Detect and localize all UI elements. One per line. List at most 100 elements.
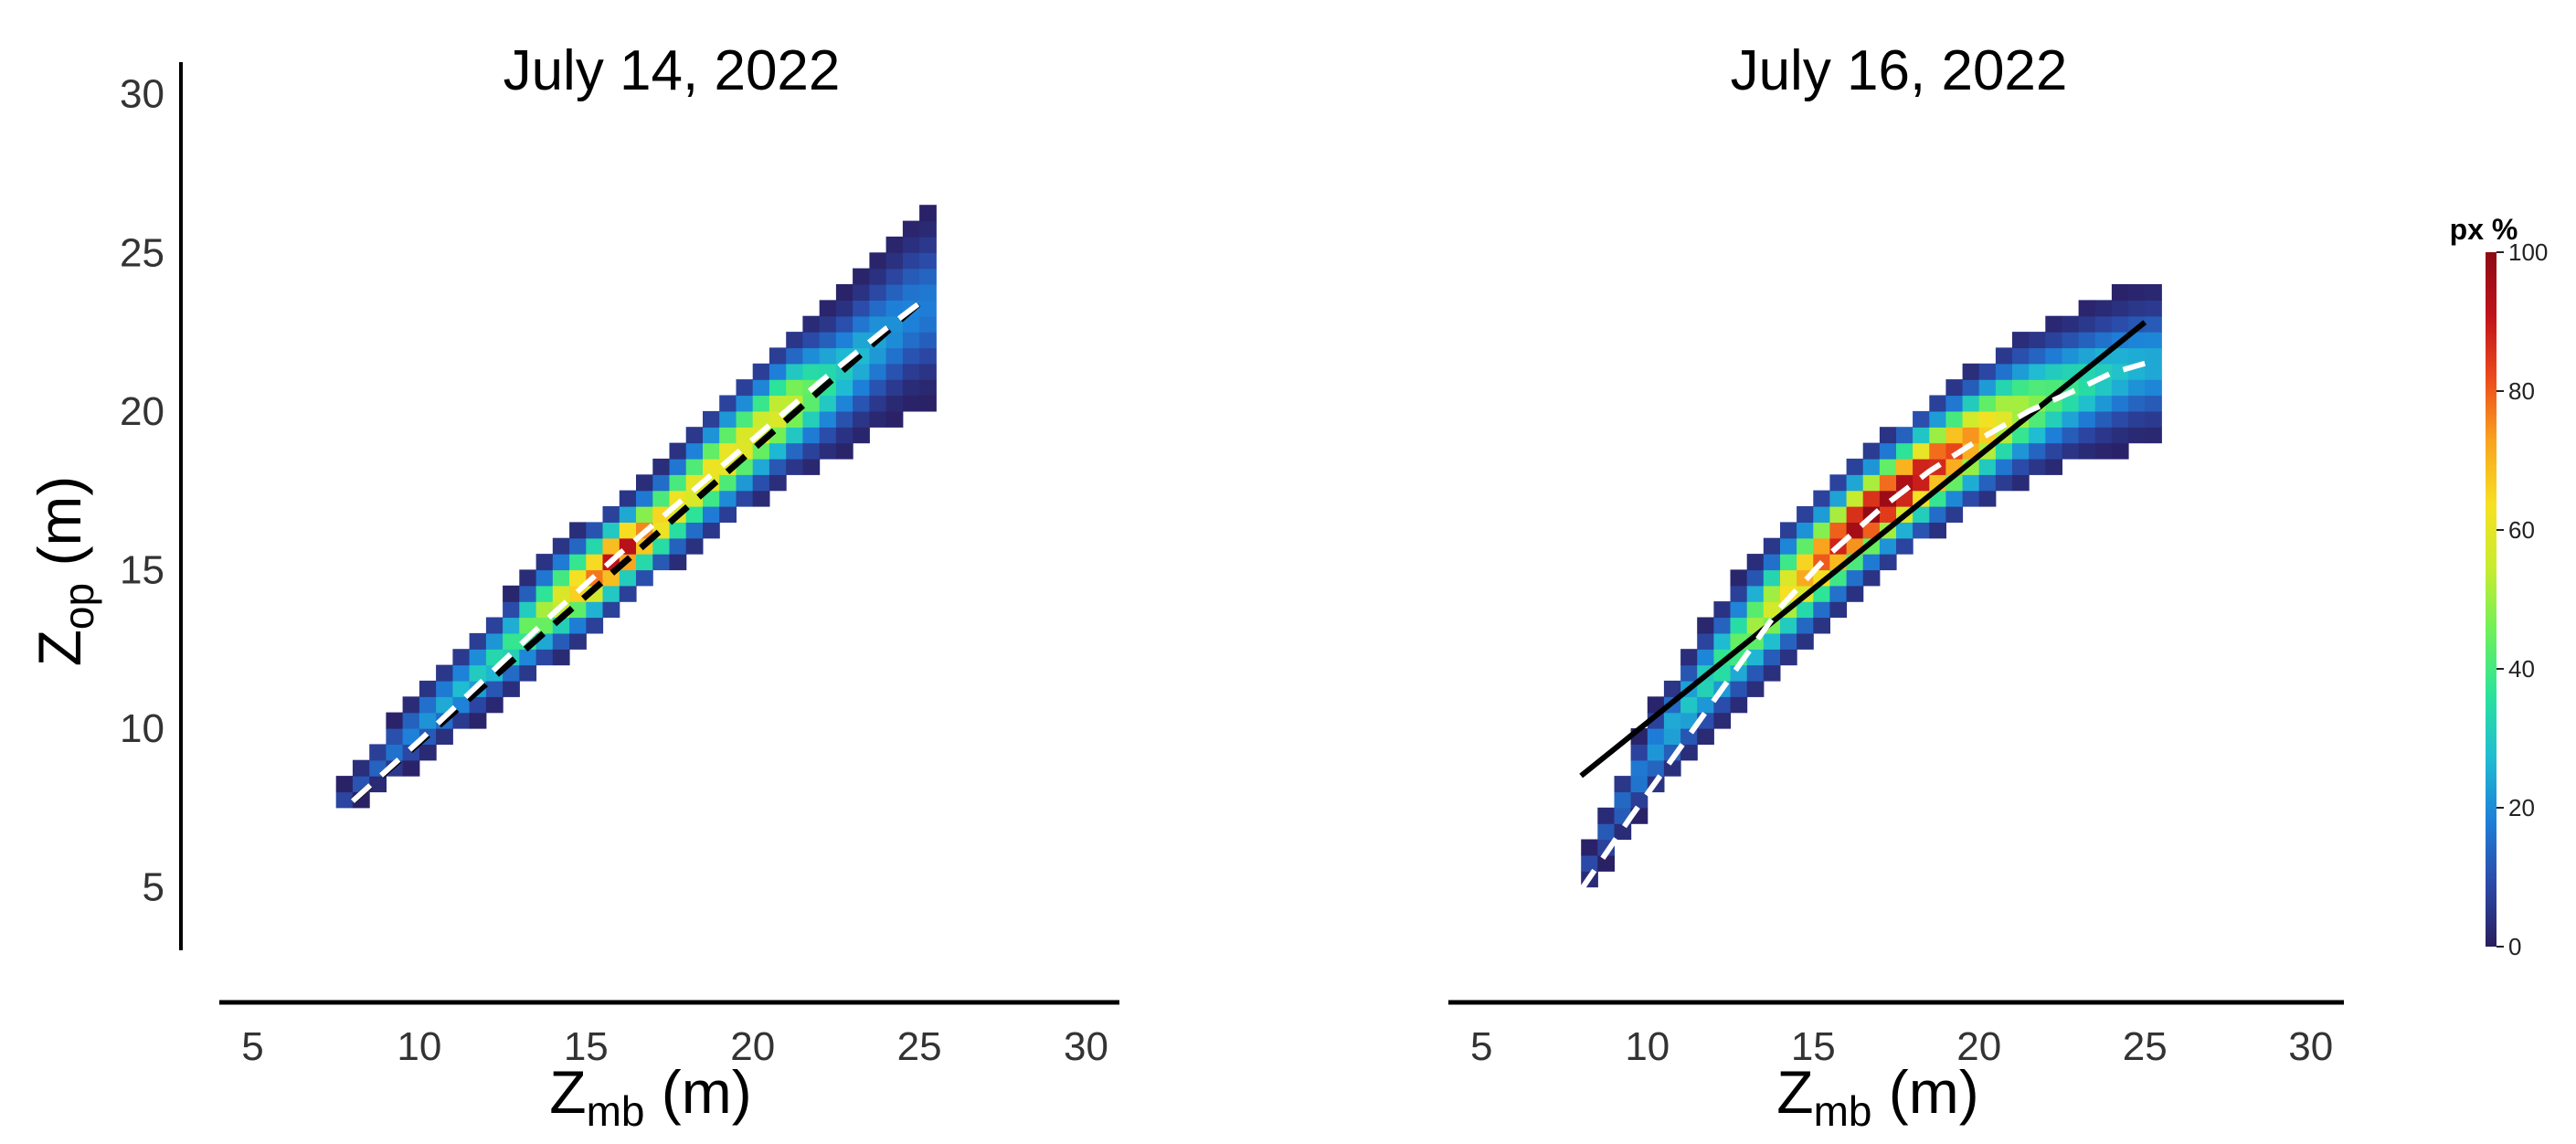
heatmap-cell (1713, 617, 1732, 634)
heatmap-cell (2078, 300, 2096, 317)
heatmap-cell (669, 537, 687, 555)
heatmap-cell (786, 379, 803, 397)
heatmap-cell (703, 522, 720, 539)
heatmap-cell (885, 236, 904, 253)
x-axis-label-main: Z (1776, 1058, 1813, 1126)
heatmap-cell (1614, 776, 1632, 793)
colorbar-tick-label: 80 (2508, 377, 2535, 405)
heatmap-cell (552, 537, 570, 555)
heatmap-cell (752, 490, 770, 507)
heatmap-cell (902, 284, 920, 301)
heatmap-cell (902, 347, 920, 365)
heatmap-cell (519, 601, 537, 619)
heatmap-cell (402, 728, 420, 745)
heatmap-cell (919, 268, 937, 285)
heatmap-cell (552, 632, 570, 650)
heatmap-cell (736, 410, 754, 428)
x-axis-label: Zmb (m) (1776, 1058, 1979, 1135)
x-tick-labels: 5 10 15 20 25 30 (241, 1024, 1108, 1069)
x-tick-label: 30 (1064, 1024, 1108, 1069)
heatmap-cell (1879, 458, 1897, 475)
heatmap-cell (469, 712, 487, 729)
heatmap-cell (503, 617, 520, 634)
heatmap-cell (1697, 680, 1714, 697)
heatmap-cell (1780, 617, 1797, 634)
heatmap-cell (2128, 395, 2146, 412)
heatmap-cell (1813, 490, 1830, 507)
heatmap-cell (869, 379, 887, 397)
heatmap-cell (1730, 585, 1748, 602)
heatmap-cell (1797, 522, 1814, 539)
heatmap-cell (1614, 791, 1632, 809)
heatmap-cell (1730, 680, 1748, 697)
heatmap-cell (1697, 632, 1714, 650)
heatmap-cell (1780, 649, 1797, 666)
heatmap-cell (1680, 664, 1698, 682)
loess-line (1578, 360, 2147, 892)
heatmap-cell (736, 427, 754, 444)
x-tick-label: 10 (397, 1024, 441, 1069)
x-tick-label: 25 (897, 1024, 942, 1069)
heatmap-cell (602, 585, 620, 602)
heatmap-cell (2045, 332, 2062, 349)
heatmap-cell (335, 791, 354, 809)
fit-line (1579, 320, 2147, 779)
heatmap-cell (352, 759, 370, 777)
x-axis-label-sub: mb (1814, 1087, 1872, 1135)
heatmap-cell (1647, 759, 1665, 777)
heatmap-cell (1846, 474, 1864, 492)
heatmap-cell (752, 458, 770, 475)
heatmap-cell (1945, 410, 1964, 428)
heatmap-cell (1829, 601, 1848, 619)
heatmap-cell (1730, 696, 1748, 714)
heatmap-cell (519, 664, 537, 682)
heatmap-cell (1846, 569, 1864, 587)
heatmap-cell (2012, 363, 2030, 380)
heatmap-cell (2012, 442, 2030, 460)
heatmap-cell (786, 332, 803, 349)
heatmap-cell (485, 696, 504, 714)
heatmap-cell (2145, 379, 2162, 397)
heatmap-cell (719, 506, 737, 523)
heatmap-cell (2078, 315, 2096, 333)
heatmap-cell (1978, 410, 1997, 428)
heatmap-cell (2111, 363, 2129, 380)
heatmap-cell (1929, 427, 1946, 444)
heatmap-cell (485, 617, 504, 634)
heatmap-cell (1978, 379, 1997, 397)
heatmap-cell (1630, 744, 1648, 761)
heatmap-cell (1697, 649, 1714, 666)
heatmap-cell (452, 712, 471, 729)
heatmap-cell (369, 744, 387, 761)
heatmap-cell (853, 427, 870, 444)
heatmap-cell (885, 379, 904, 397)
heatmap-cell (1746, 554, 1765, 571)
colorbar-gradient (2486, 252, 2496, 947)
heatmap-cell (652, 554, 671, 571)
heatmap-cell (869, 300, 887, 317)
heatmap-cell (1978, 458, 1997, 475)
heatmap-cell (586, 601, 604, 619)
heatmap-cell (1945, 427, 1964, 444)
heatmap-cell (1829, 522, 1848, 539)
heatmap-cell (769, 395, 787, 412)
heatmap-cell (335, 776, 354, 793)
y-axis-label: Zop (m) (26, 476, 102, 667)
heatmap-cell (519, 617, 537, 634)
heatmap-cell (752, 379, 770, 397)
heatmap-cell (819, 442, 837, 460)
heatmap-cell (1879, 554, 1897, 571)
heatmap-cell (853, 410, 870, 428)
heatmap-cell (2145, 300, 2162, 317)
heatmap-cells (1581, 284, 2162, 888)
heatmap-cell (503, 601, 520, 619)
heatmap-cell (703, 427, 720, 444)
heatmap-cell (402, 759, 420, 777)
heatmap-cell (2128, 284, 2146, 301)
y-tick-label: 20 (120, 389, 164, 434)
heatmap-cell (1995, 363, 2013, 380)
heatmap-cell (1763, 554, 1781, 571)
heatmap-cell (669, 554, 687, 571)
heatmap-cell (569, 617, 587, 634)
